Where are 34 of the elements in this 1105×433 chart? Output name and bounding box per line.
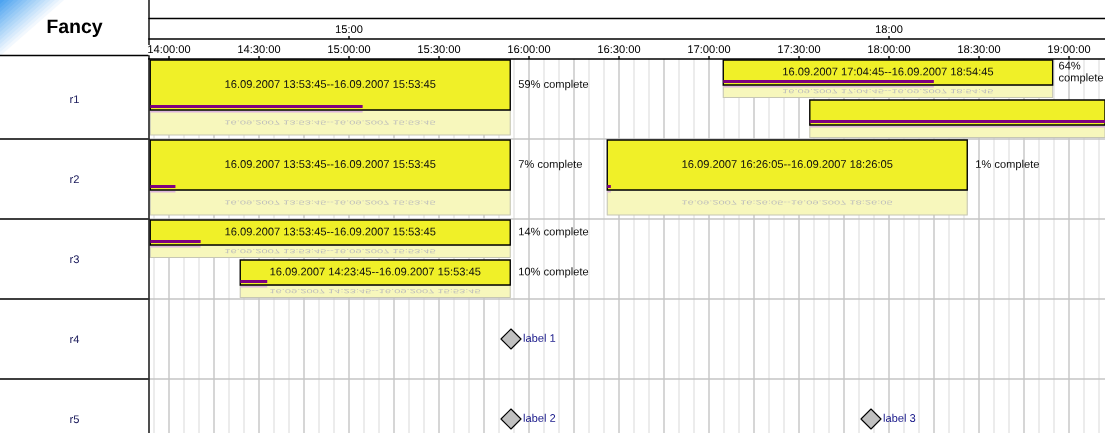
x2-tick-label: 15:00 (335, 25, 363, 34)
annotation: 59% complete (518, 79, 589, 91)
x-tick-label: 16:30:00 (598, 45, 641, 54)
x-tick-label: 16:00:00 (508, 45, 551, 54)
annotation: 64% complete (1058, 61, 1104, 84)
annotation: 1% complete (976, 159, 1039, 171)
annotation: 16.09.2007 16:26:05--16.09.2007 18:26:05 (682, 160, 893, 168)
annotation: 7% complete (518, 159, 582, 171)
y-tick-label: r5 (70, 415, 79, 424)
annotation: 16.09.2007 14:23:45--16.09.2007 15:53:45 (270, 267, 481, 276)
annotation: 16.09.2007 13:53:45--16.09.2007 15:53:45 (225, 80, 436, 88)
x-tick-label: 14:00:00 (148, 45, 191, 54)
annotation: 10% complete (519, 267, 589, 278)
data-label: label 1 (523, 333, 556, 342)
annotation: 16.09.2007 13:53:45--16.09.2007 15:53:45 (225, 227, 436, 236)
chart-title: Fancy (47, 19, 103, 38)
y-tick-label: r2 (70, 175, 79, 184)
y-tick-label: r4 (70, 335, 80, 344)
x-tick-label: 18:00:00 (868, 45, 911, 54)
annotation: 14% complete (519, 227, 589, 238)
data-label: label 3 (883, 413, 916, 422)
x2-tick-label: 18:00 (875, 25, 903, 34)
y-tick-label: r1 (70, 95, 79, 104)
x-tick-label: 15:00:00 (328, 45, 371, 54)
x-tick-label: 17:00:00 (688, 45, 731, 54)
y-tick-label: r3 (70, 255, 79, 264)
x-tick-label: 18:30:00 (958, 45, 1001, 54)
x-tick-label: 17:30:00 (778, 45, 821, 54)
annotation: 16.09.2007 17:04:45--16.09.2007 18:54:45 (783, 67, 994, 76)
x-tick-label: 19:00:00 (1048, 45, 1091, 54)
x-tick-label: 14:30:00 (238, 45, 281, 54)
data-label: label 2 (523, 413, 556, 422)
x-tick-label: 15:30:00 (418, 45, 461, 54)
annotation: 16.09.2007 13:53:45--16.09.2007 15:53:45 (225, 160, 436, 168)
